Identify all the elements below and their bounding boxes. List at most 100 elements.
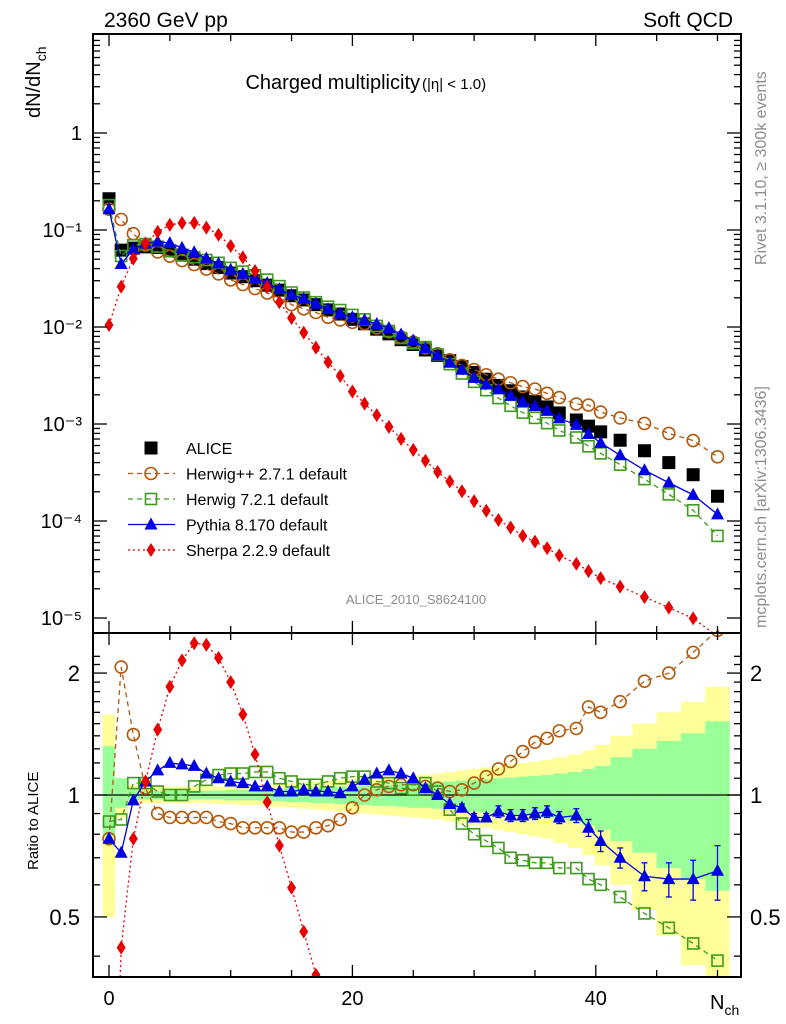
- data-point-pythia-8-170-default: [516, 394, 530, 407]
- data-point-sherpa-2-2-9-default: [571, 556, 581, 571]
- data-point-alice: [662, 456, 676, 470]
- data-point-pythia-8-170-default: [236, 266, 250, 279]
- data-point-pythia-8-170-default: [540, 403, 554, 416]
- band-inner-bin: [632, 748, 657, 853]
- y-tick-label: 10⁻¹: [43, 220, 83, 242]
- data-point-herwig-2-7-1-default: [637, 416, 652, 431]
- data-point-pythia-8-170-default: [212, 256, 226, 269]
- data-point-pythia-8-170-default: [370, 317, 384, 330]
- ratio-point-pythia-8-170-default: [569, 808, 583, 821]
- data-point-pythia-8-170-default: [321, 302, 335, 315]
- data-point-sherpa-2-2-9-default: [128, 251, 138, 266]
- chart-title-suffix: (|η| < 1.0): [422, 76, 486, 93]
- data-point-pythia-8-170-default: [528, 399, 542, 412]
- legend-label: Herwig++ 2.7.1 default: [186, 467, 348, 484]
- data-point-pythia-8-170-default: [406, 333, 420, 346]
- ratio-point-herwig-7-2-1-default: [273, 771, 286, 785]
- data-point-pythia-8-170-default: [394, 327, 408, 340]
- y-axis-label-sub: ch: [33, 47, 49, 62]
- data-point-pythia-8-170-default: [224, 262, 238, 275]
- data-point-herwig-7-2-1-default: [540, 416, 554, 430]
- ratio-point-pythia-8-170-default: [309, 784, 323, 797]
- ratio-point-sherpa-2-2-9-default: [153, 722, 163, 737]
- data-point-sherpa-2-2-9-default: [372, 408, 382, 423]
- ratio-point-pythia-8-170-default: [175, 757, 189, 770]
- data-point-herwig-7-2-1-default: [582, 439, 595, 453]
- data-point-herwig-2-7-1-default: [540, 386, 554, 401]
- data-point-sherpa-2-2-9-default: [335, 368, 345, 383]
- ratio-point-herwig-2-7-1-default: [357, 788, 372, 802]
- data-point-sherpa-2-2-9-default: [639, 590, 649, 605]
- ratio-point-pythia-8-170-default: [406, 771, 420, 784]
- data-point-sherpa-2-2-9-default: [481, 503, 491, 518]
- data-point-sherpa-2-2-9-default: [165, 217, 175, 232]
- data-point-sherpa-2-2-9-default: [360, 396, 370, 411]
- ratio-y-tick-label-right: 2: [750, 661, 762, 686]
- data-point-alice: [102, 192, 116, 206]
- ratio-point-herwig-7-2-1-default: [662, 921, 676, 935]
- energy-label: 2360 GeV pp: [104, 9, 228, 32]
- legend-label: Sherpa 2.2.9 default: [186, 543, 331, 560]
- ratio-point-pythia-8-170-default: [581, 820, 595, 833]
- data-point-pythia-8-170-default: [504, 388, 518, 401]
- ratio-y-axis-label: Ratio to ALICE: [25, 772, 42, 870]
- ratio-point-herwig-7-2-1-default: [163, 788, 177, 802]
- ratio-point-pythia-8-170-default: [455, 800, 469, 813]
- ratio-point-herwig-7-2-1-default: [394, 781, 408, 795]
- data-point-sherpa-2-2-9-default: [323, 355, 333, 370]
- data-point-sherpa-2-2-9-default: [153, 224, 163, 239]
- data-point-sherpa-2-2-9-default: [287, 310, 297, 325]
- ratio-point-herwig-2-7-1-default: [686, 645, 700, 660]
- data-point-sherpa-2-2-9-default: [299, 325, 309, 340]
- ratio-point-pythia-8-170-default: [272, 784, 286, 797]
- data-point-sherpa-2-2-9-default: [445, 474, 455, 489]
- ratio-y-tick-label-right: 1: [750, 783, 762, 808]
- ratio-point-pythia-8-170-default: [163, 755, 177, 768]
- data-point-pythia-8-170-default: [467, 370, 481, 383]
- ratio-point-herwig-7-2-1-default: [102, 815, 116, 828]
- main-panel-series: [102, 192, 725, 633]
- legend-item-herwig-7-2-1-default: Herwig 7.2.1 default: [128, 492, 329, 509]
- ratio-point-herwig-7-2-1-default: [114, 813, 128, 826]
- data-point-sherpa-2-2-9-default: [469, 494, 479, 509]
- ratio-line-sherpa-2-2-9-default: [119, 642, 318, 977]
- data-point-pythia-8-170-default: [552, 411, 566, 424]
- data-point-herwig-2-7-1-default: [662, 426, 676, 441]
- legend-marker: [146, 543, 156, 557]
- ratio-point-herwig-7-2-1-default: [528, 856, 542, 870]
- ratio-line-pythia-8-170-default: [108, 762, 718, 880]
- data-point-sherpa-2-2-9-default: [226, 238, 236, 253]
- ratio-point-pythia-8-170-default: [394, 766, 408, 779]
- data-point-pythia-8-170-default: [491, 382, 505, 395]
- data-point-pythia-8-170-default: [297, 291, 311, 304]
- ratio-point-herwig-2-7-1-default: [593, 705, 608, 720]
- ratio-point-pythia-8-170-default: [285, 784, 299, 797]
- ratio-point-sherpa-2-2-9-default: [128, 831, 138, 846]
- data-point-sherpa-2-2-9-default: [554, 548, 564, 563]
- ratio-point-pythia-8-170-default: [345, 779, 359, 792]
- data-point-herwig-7-2-1-default: [516, 406, 530, 419]
- data-point-pythia-8-170-default: [594, 435, 608, 448]
- y-tick-label: 10⁻³: [43, 414, 83, 436]
- ratio-point-herwig-7-2-1-default: [552, 861, 566, 875]
- ratio-point-pythia-8-170-default: [552, 810, 566, 823]
- ratio-point-pythia-8-170-default: [431, 788, 445, 800]
- analysis-id-label: ALICE_2010_S8624100: [346, 592, 486, 607]
- data-point-pythia-8-170-default: [114, 256, 128, 269]
- x-tick-label: 0: [103, 988, 114, 1010]
- legend-item-pythia-8-170-default: Pythia 8.170 default: [128, 517, 328, 535]
- ratio-point-herwig-7-2-1-default: [187, 780, 201, 793]
- data-point-alice: [711, 489, 724, 503]
- band-inner-bin: [102, 746, 116, 837]
- data-point-alice: [594, 425, 608, 439]
- ratio-point-herwig-2-7-1-default: [309, 820, 323, 835]
- data-point-pythia-8-170-default: [102, 202, 116, 215]
- ratio-point-herwig-7-2-1-default: [516, 853, 530, 867]
- legend-marker: [144, 492, 158, 506]
- y-tick-label: 10⁻²: [43, 317, 83, 339]
- data-point-sherpa-2-2-9-default: [238, 250, 248, 265]
- ratio-point-pythia-8-170-default: [418, 781, 432, 794]
- data-point-sherpa-2-2-9-default: [493, 512, 503, 527]
- data-point-pythia-8-170-default: [285, 287, 299, 300]
- y-tick-label: 1: [71, 123, 82, 145]
